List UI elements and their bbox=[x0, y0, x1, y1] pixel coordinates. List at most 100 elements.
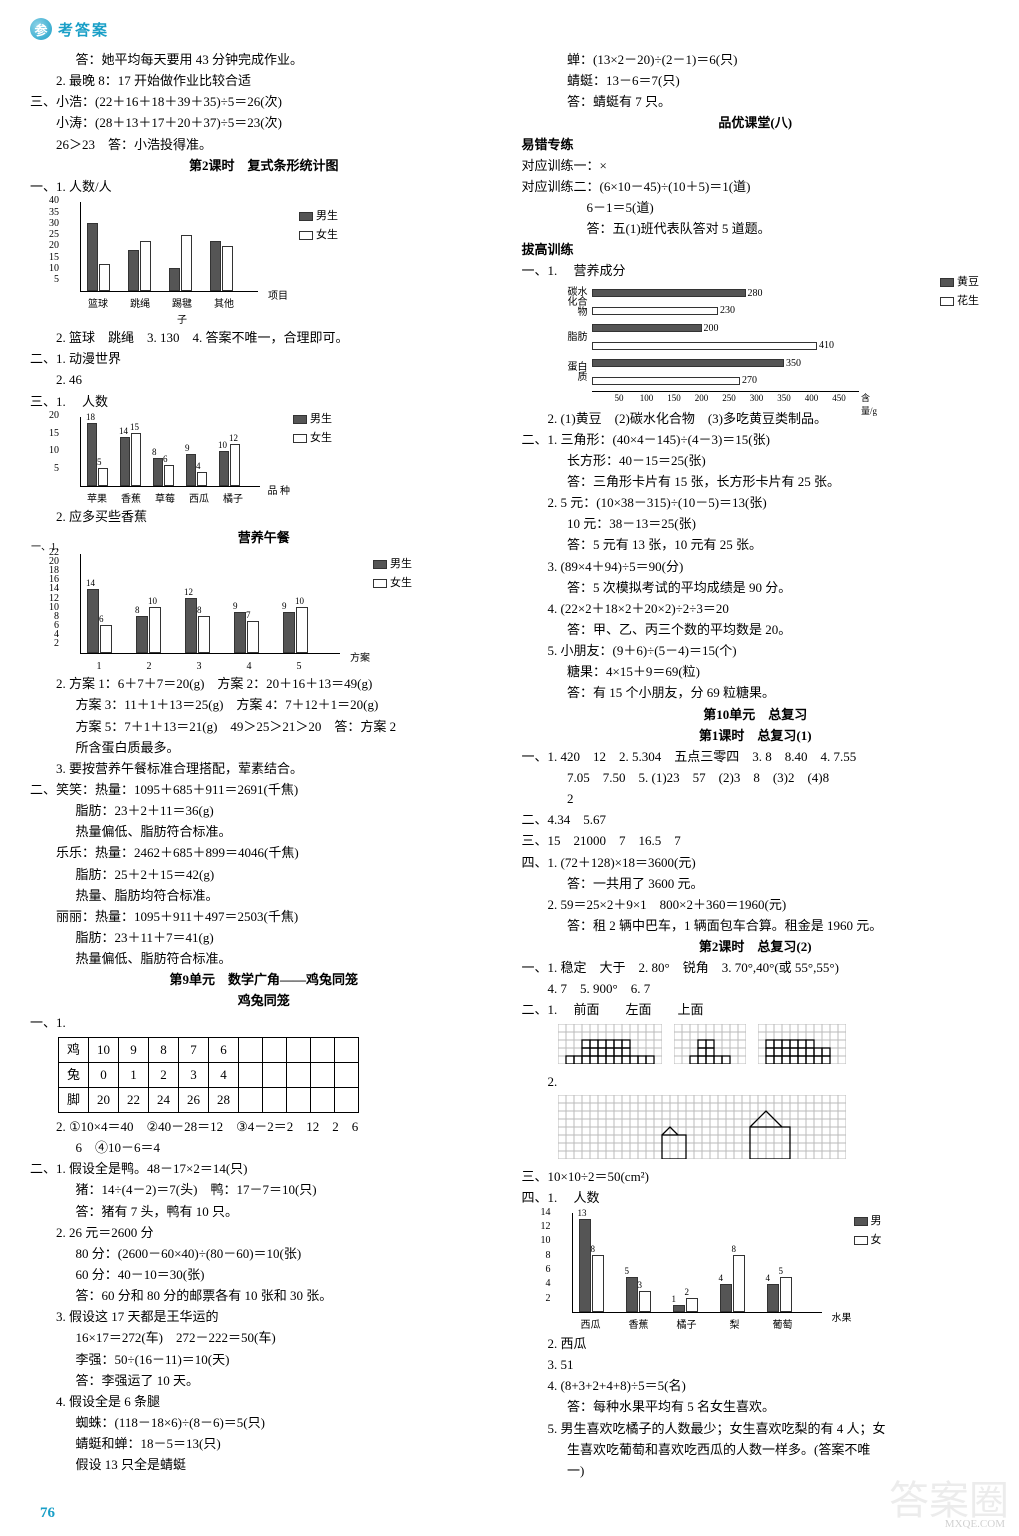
text: 6－1＝5(道) bbox=[522, 198, 990, 218]
content-columns: 答：她平均每天要用 43 分钟完成作业。 2. 最晚 8：17 开始做作业比较合… bbox=[30, 50, 989, 1482]
text: 小涛：(28＋13＋17＋20＋37)÷5＝23(次) bbox=[30, 113, 498, 133]
text: 拔高训练 bbox=[522, 240, 990, 260]
text: 2. 26 元＝2600 分 bbox=[30, 1223, 498, 1243]
text: 答：猪有 7 头，鸭有 10 只。 bbox=[30, 1202, 498, 1222]
chart-3: 246810121416182022男生女生14681012897910方案一、… bbox=[30, 550, 498, 675]
text: 一) bbox=[522, 1461, 990, 1481]
text: 所含蛋白质最多。 bbox=[30, 738, 498, 758]
grid-figures-2 bbox=[552, 1093, 990, 1167]
text: 一、1. bbox=[30, 1013, 498, 1033]
chart-2: 5101520男生女生185141586941012品 种苹果香蕉草莓西瓜橘子 bbox=[30, 413, 498, 508]
text: 16×17＝272(车) 272－222＝50(车) bbox=[30, 1328, 498, 1348]
text: 答：五(1)班代表队答对 5 道题。 bbox=[522, 219, 990, 239]
text: 二、1. 假设全是鸭。48－17×2＝14(只) bbox=[30, 1159, 498, 1179]
section-title: 第2课时 总复习(2) bbox=[522, 937, 990, 957]
text: 易错专练 bbox=[522, 135, 990, 155]
text: 答：她平均每天要用 43 分钟完成作业。 bbox=[30, 50, 498, 70]
text: 3. 要按营养午餐标准合理搭配，荤素结合。 bbox=[30, 759, 498, 779]
text: 4. (8+3+2+4+8)÷5＝5(名) bbox=[522, 1376, 990, 1396]
text: 乐乐：热量：2462＋685＋899＝4046(千焦) bbox=[30, 843, 498, 863]
text: 80 分：(2600－60×40)÷(80－60)＝10(张) bbox=[30, 1244, 498, 1264]
header-title: 考答案 bbox=[58, 19, 109, 40]
text: 4. (22×2＋18×2＋20×2)÷2÷3＝20 bbox=[522, 599, 990, 619]
text: 10 元：38－13＝25(张) bbox=[522, 514, 990, 534]
text: 二、4.34 5.67 bbox=[522, 810, 990, 830]
text: 3. (89×4＋94)÷5＝90(分) bbox=[522, 557, 990, 577]
text: 2. (1)黄豆 (2)碳水化合物 (3)多吃黄豆类制品。 bbox=[522, 409, 990, 429]
text: 二、笑笑：热量：1095＋685＋911＝2691(千焦) bbox=[30, 780, 498, 800]
text: 四、1. (72＋128)×18＝3600(元) bbox=[522, 853, 990, 873]
text: 答：甲、乙、丙三个数的平均数是 20。 bbox=[522, 620, 990, 640]
text: 假设 13 只全是蜻蜓 bbox=[30, 1455, 498, 1475]
left-column: 答：她平均每天要用 43 分钟完成作业。 2. 最晚 8：17 开始做作业比较合… bbox=[30, 50, 498, 1482]
text: 5. 男生喜欢吃橘子的人数最少；女生喜欢吃梨的有 4 人；女 bbox=[522, 1419, 990, 1439]
text: 6 ④10－6＝4 bbox=[30, 1138, 498, 1158]
section-title: 鸡兔同笼 bbox=[30, 991, 498, 1011]
grid-figures-1 bbox=[552, 1022, 990, 1072]
text: 二、1. 前面 左面 上面 bbox=[522, 1000, 990, 1020]
text: 蝉：(13×2－20)÷(2－1)＝6(只) bbox=[522, 50, 990, 70]
text: 三、10×10÷2＝50(cm²) bbox=[522, 1167, 990, 1187]
text: 7.05 7.50 5. (1)23 57 (2)3 8 (3)2 (4)8 bbox=[522, 768, 990, 788]
text: 糖果：4×15＋9＝69(粒) bbox=[522, 662, 990, 682]
text: 方案 5：7＋1＋13＝21(g) 49＞25＞21＞20 答：方案 2 bbox=[30, 717, 498, 737]
text: 2. 应多买些香蕉 bbox=[30, 507, 498, 527]
text: 长方形：40－15＝25(张) bbox=[522, 451, 990, 471]
text: 热量偏低、脂肪符合标准。 bbox=[30, 949, 498, 969]
text: 一、1. 420 12 2. 5.304 五点三零四 3. 8 8.40 4. … bbox=[522, 747, 990, 767]
hchart: 黄豆花生碳水化合物280230脂肪200410蛋白质35027050100150… bbox=[522, 286, 990, 405]
text: 二、1. 三角形：(40×4－145)÷(4－3)＝15(张) bbox=[522, 430, 990, 450]
text: 答：一共用了 3600 元。 bbox=[522, 874, 990, 894]
text: 2. ①10×4＝40 ②40－28＝12 ③4－2＝2 12 2 6 bbox=[30, 1117, 498, 1137]
text: 蜻蜓和蝉：18－5＝13(只) bbox=[30, 1434, 498, 1454]
section-title: 品优课堂(八) bbox=[522, 113, 990, 133]
watermark-url: MXQE.COM bbox=[945, 1518, 1005, 1530]
text: 答：三角形卡片有 15 张，长方形卡片有 25 张。 bbox=[522, 472, 990, 492]
text: 5. 小朋友：(9＋6)÷(5－4)＝15(个) bbox=[522, 641, 990, 661]
page-header: 参 考答案 bbox=[30, 18, 989, 40]
text: 答：5 次模拟考试的平均成绩是 90 分。 bbox=[522, 578, 990, 598]
text: 一、1. 稳定 大于 2. 80° 锐角 3. 70°,40°(或 55°,55… bbox=[522, 958, 990, 978]
text: 2. 最晚 8：17 开始做作业比较合适 bbox=[30, 71, 498, 91]
text: 对应训练一：× bbox=[522, 156, 990, 176]
text: 2 bbox=[522, 789, 990, 809]
text: 生喜欢吃葡萄和喜欢吃西瓜的人数一样多。(答案不唯 bbox=[522, 1440, 990, 1460]
unit-title: 第10单元 总复习 bbox=[522, 705, 990, 725]
text: 二、1. 动漫世界 bbox=[30, 349, 498, 369]
text: 三、15 21000 7 16.5 7 bbox=[522, 831, 990, 851]
text: 热量偏低、脂肪符合标准。 bbox=[30, 822, 498, 842]
text: 4. 7 5. 900° 6. 7 bbox=[522, 979, 990, 999]
axis-label: 一、1. 人数/人 bbox=[30, 177, 498, 197]
text: 脂肪：23＋2＋11＝36(g) bbox=[30, 801, 498, 821]
text: 方案 3：11＋1＋13＝25(g) 方案 4：7＋12＋1＝20(g) bbox=[30, 695, 498, 715]
text: 三、小浩：(22＋16＋18＋39＋35)÷5＝26(次) bbox=[30, 92, 498, 112]
text: 3. 51 bbox=[522, 1355, 990, 1375]
text: 答：李强运了 10 天。 bbox=[30, 1371, 498, 1391]
right-column: 蝉：(13×2－20)÷(2－1)＝6(只) 蜻蜓：13－6＝7(只) 答：蜻蜓… bbox=[522, 50, 990, 1482]
text: 脂肪：25＋2＋15＝42(g) bbox=[30, 865, 498, 885]
text: 热量、脂肪均符合标准。 bbox=[30, 886, 498, 906]
text: 李强：50÷(16－11)＝10(天) bbox=[30, 1350, 498, 1370]
section-title: 营养午餐 bbox=[30, 528, 498, 548]
text: 2. 5 元：(10×38－315)÷(10－5)＝13(张) bbox=[522, 493, 990, 513]
text: 3. 假设这 17 天都是王华运的 bbox=[30, 1307, 498, 1327]
text: 答：5 元有 13 张，10 元有 25 张。 bbox=[522, 535, 990, 555]
text: 答：有 15 个小朋友，分 69 粒糖果。 bbox=[522, 683, 990, 703]
text: 2. 46 bbox=[30, 370, 498, 390]
text: 2. 59＝25×2＋9×1 800×2＋360＝1960(元) bbox=[522, 895, 990, 915]
chart-1: 510152025303540男生女生项目篮球跳绳踢毽子其他 bbox=[30, 198, 498, 328]
text: 2. 方案 1：6＋7＋7＝20(g) 方案 2：20＋16＋13＝49(g) bbox=[30, 674, 498, 694]
text: 对应训练二：(6×10－45)÷(10＋5)＝1(道) bbox=[522, 177, 990, 197]
axis-label: 一、1. 营养成分 bbox=[522, 261, 990, 281]
text: 答：每种水果平均有 5 名女生喜欢。 bbox=[522, 1397, 990, 1417]
text: 蜻蜓：13－6＝7(只) bbox=[522, 71, 990, 91]
text: 猪：14÷(4－2)＝7(头) 鸭：17－7＝10(只) bbox=[30, 1180, 498, 1200]
text: 2. 西瓜 bbox=[522, 1334, 990, 1354]
text: 答：60 分和 80 分的邮票各有 10 张和 30 张。 bbox=[30, 1286, 498, 1306]
chart-4: 2468101214男女13853124845水果西瓜香蕉橘子梨葡萄 bbox=[522, 1209, 990, 1334]
axis-label: 三、1. 人数 bbox=[30, 392, 498, 412]
text: 4. 假设全是 6 条腿 bbox=[30, 1392, 498, 1412]
chicken-rabbit-table: 鸡109876兔01234脚2022242628 bbox=[58, 1037, 359, 1113]
text: 丽丽：热量：1095＋911＋497＝2503(千焦) bbox=[30, 907, 498, 927]
text: 答：蜻蜓有 7 只。 bbox=[522, 92, 990, 112]
